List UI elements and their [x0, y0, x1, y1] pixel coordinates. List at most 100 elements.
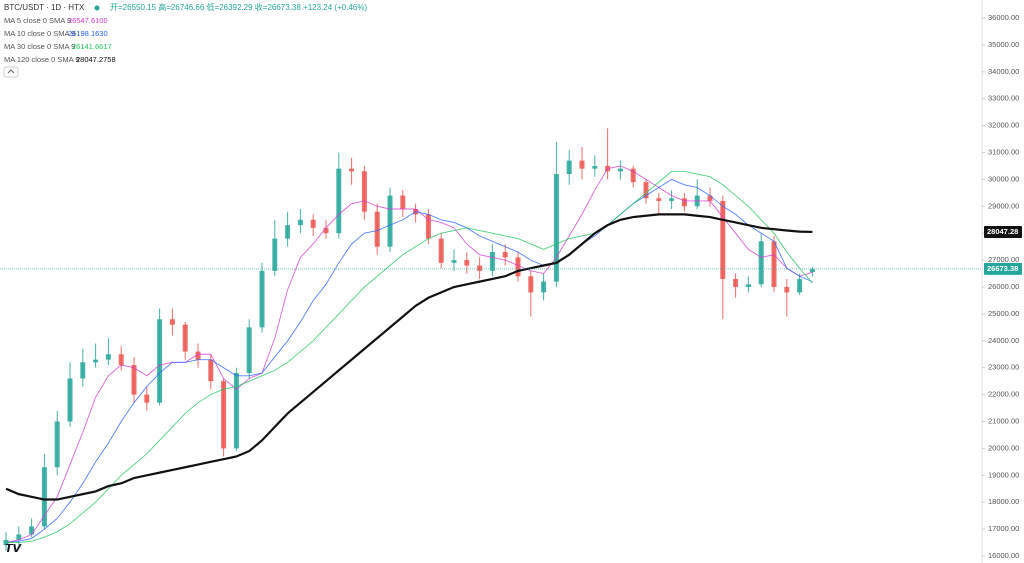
y-tick-label: 17000.00 — [988, 524, 1019, 533]
candle-body — [656, 198, 662, 201]
y-tick-label: 18000.00 — [988, 497, 1019, 506]
candle-body — [41, 467, 47, 527]
y-tick-label: 36000.00 — [988, 13, 1019, 22]
candle-body — [809, 268, 815, 273]
candle-body — [195, 351, 201, 360]
candle-body — [208, 359, 214, 382]
ma-line — [5, 213, 813, 501]
legend-name: MA 120 close 0 SMA 9 — [4, 55, 79, 64]
candle-body — [374, 211, 380, 247]
collapse-button[interactable] — [3, 66, 19, 78]
ohlc-readout: 开=26550.15 高=26746.66 低=26392.29 收=26673… — [110, 2, 367, 12]
y-tick-label: 23000.00 — [988, 363, 1019, 372]
candle-body — [733, 278, 739, 288]
candle-body — [272, 238, 278, 271]
candle-body — [669, 198, 675, 201]
symbol-title: BTC/USDT · 1D · HTX — [4, 3, 85, 12]
legend-value: 26547.6100 — [68, 16, 108, 25]
candle-body — [643, 182, 649, 199]
candle-body — [169, 319, 175, 325]
ma-line — [5, 178, 813, 544]
candle-body — [477, 265, 483, 271]
candle-body — [182, 324, 188, 352]
candle-body — [336, 168, 342, 234]
candle-body — [425, 214, 431, 239]
candle-body — [566, 160, 572, 175]
price-label-box — [984, 262, 1022, 275]
candle-body — [54, 421, 60, 468]
candle-body — [553, 174, 559, 282]
candle-body — [515, 257, 521, 277]
candle-body — [105, 354, 111, 360]
y-tick-label: 25000.00 — [988, 309, 1019, 318]
y-tick-label: 35000.00 — [988, 40, 1019, 49]
y-tick-label: 26000.00 — [988, 282, 1019, 291]
candle-body — [438, 238, 444, 263]
candle-body — [297, 219, 303, 226]
price-label: 26673.38 — [987, 264, 1018, 273]
candle-body — [489, 252, 495, 271]
y-tick-label: 21000.00 — [988, 416, 1019, 425]
candle-body — [118, 354, 124, 366]
candle-body — [592, 165, 598, 169]
y-tick-label: 33000.00 — [988, 94, 1019, 103]
candle-body — [310, 219, 316, 228]
legend-value: 28047.2758 — [76, 55, 116, 64]
plot — [3, 128, 815, 551]
ma-line — [5, 165, 813, 543]
candle-body — [29, 526, 35, 535]
y-tick-label: 30000.00 — [988, 174, 1019, 183]
candle-body — [720, 200, 726, 279]
candle-body — [758, 241, 764, 285]
collapse-icon — [7, 69, 15, 74]
candle-body — [771, 241, 777, 288]
ma-line — [6, 170, 813, 544]
candle-body — [157, 319, 163, 403]
legend-value: 26198.1630 — [68, 29, 108, 38]
y-tick-label: 19000.00 — [988, 470, 1019, 479]
status-dot — [94, 5, 100, 11]
legend-name: MA 30 close 0 SMA 9 — [4, 42, 75, 51]
candle-body — [67, 378, 73, 422]
candle-body — [630, 168, 636, 183]
candle-body — [797, 278, 803, 293]
candle-body — [617, 168, 623, 172]
y-tick-label: 22000.00 — [988, 390, 1019, 399]
candle-body — [528, 276, 534, 293]
y-tick-label: 20000.00 — [988, 443, 1019, 452]
candle-body — [579, 160, 585, 169]
candle-body — [93, 359, 99, 363]
candle-body — [464, 260, 470, 266]
candle-body — [502, 252, 508, 258]
legend-value: 26141.6617 — [72, 42, 112, 51]
candle-body — [681, 198, 687, 207]
candle-body — [323, 227, 329, 234]
legend-name: MA 5 close 0 SMA 9 — [4, 16, 71, 25]
y-tick-label: 27000.00 — [988, 255, 1019, 264]
candle-body — [144, 394, 150, 403]
y-tick-label: 29000.00 — [988, 201, 1019, 210]
candle-body — [745, 284, 751, 288]
candle-body — [451, 260, 457, 263]
candle-body — [221, 381, 227, 449]
candle-body — [246, 327, 252, 374]
candle-body — [131, 365, 137, 395]
candle-body — [80, 362, 86, 379]
candle-body — [707, 195, 713, 201]
y-tick-label: 32000.00 — [988, 121, 1019, 130]
price-label-box — [984, 225, 1022, 238]
y-tick-label: 24000.00 — [988, 336, 1019, 345]
price-label: 28047.28 — [987, 227, 1018, 236]
candle-body — [400, 195, 406, 210]
y-tick-label: 34000.00 — [988, 67, 1019, 76]
y-tick-label: 16000.00 — [988, 551, 1019, 560]
candle-body — [361, 171, 367, 212]
legend-name: MA 10 close 0 SMA 9 — [4, 29, 75, 38]
candle-body — [233, 373, 239, 449]
y-tick-label: 31000.00 — [988, 148, 1019, 157]
candle-body — [285, 225, 291, 239]
candle-body — [349, 168, 355, 172]
candle-body — [387, 195, 393, 247]
